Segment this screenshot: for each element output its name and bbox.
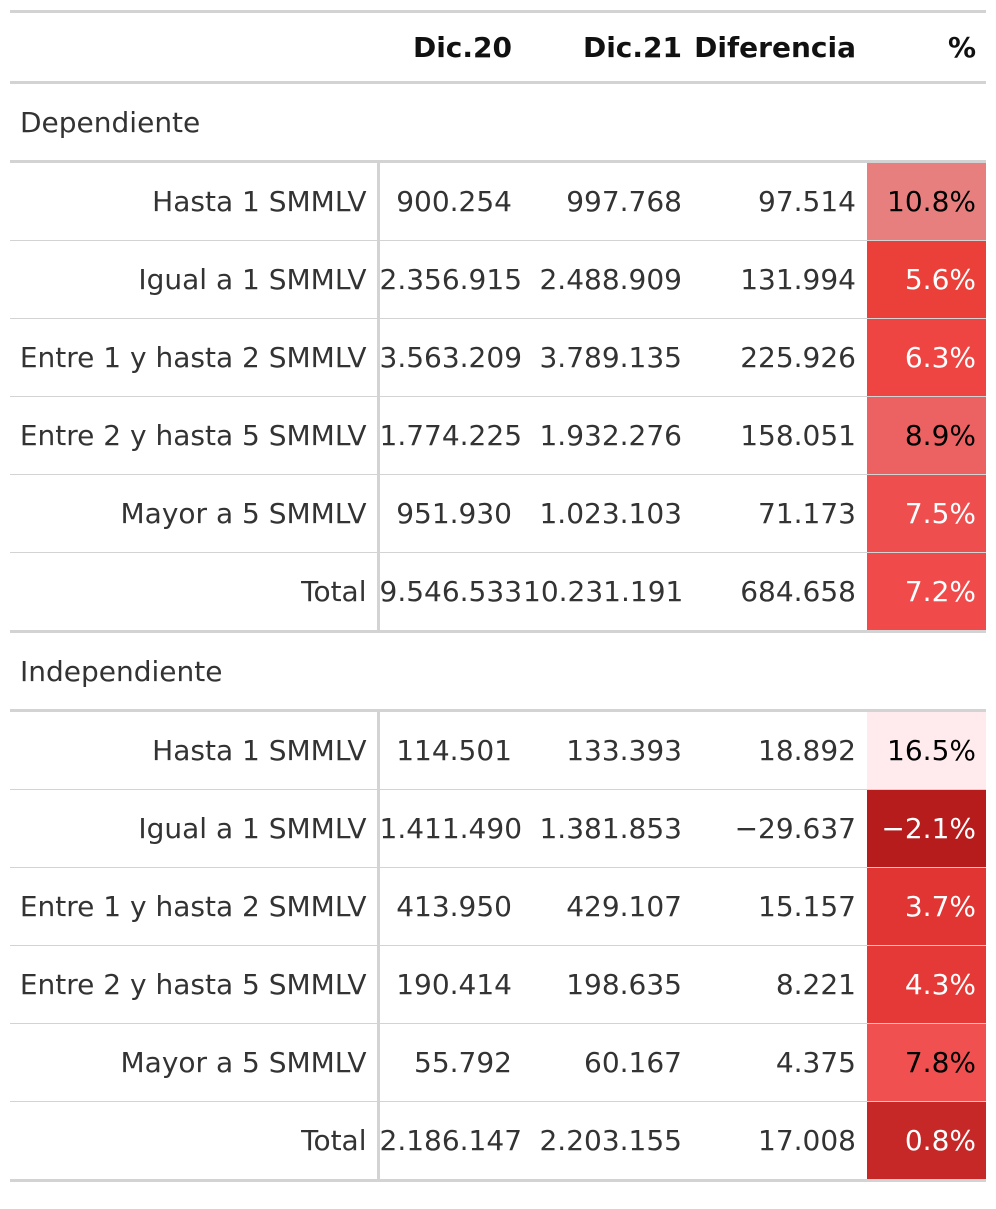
cell-dic20: 190.414 xyxy=(378,945,523,1024)
cell-pct: 7.5% xyxy=(867,474,986,553)
cell-pct: 16.5% xyxy=(867,710,986,790)
cell-dic20: 1.411.490 xyxy=(378,789,523,868)
cell-diferencia: 15.157 xyxy=(693,867,867,946)
cell-diferencia: 71.173 xyxy=(693,474,867,553)
cell-pct: 4.3% xyxy=(867,945,986,1024)
cell-dic20: 2.356.915 xyxy=(378,240,523,319)
cell-dic21: 1.023.103 xyxy=(523,474,693,553)
cell-diferencia: 131.994 xyxy=(693,240,867,319)
cell-dic21: 60.167 xyxy=(523,1023,693,1102)
cell-dic20: 9.546.533 xyxy=(379,575,523,608)
row-label: Igual a 1 SMMLV xyxy=(10,789,380,868)
cell-dic20: 900.254 xyxy=(378,161,523,241)
row-label: Mayor a 5 SMMLV xyxy=(10,1023,380,1102)
group-row-independiente: Independiente xyxy=(10,630,986,712)
cell-dic20: 413.950 xyxy=(378,867,523,946)
cell-pct: 6.3% xyxy=(867,318,986,397)
header-row: Dic.20 Dic.21 Diferencia % xyxy=(10,11,986,84)
row-label: Igual a 1 SMMLV xyxy=(10,240,380,319)
row-label: Total xyxy=(10,552,380,632)
group-label: Dependiente xyxy=(10,82,986,163)
cell-pct: 7.2% xyxy=(867,552,986,632)
table-row: Igual a 1 SMMLV 2.356.915 2.488.909 131.… xyxy=(10,240,986,319)
header-dic21: Dic.21 xyxy=(523,11,693,84)
row-label: Entre 1 y hasta 2 SMMLV xyxy=(10,318,380,397)
table-body: Dependiente Hasta 1 SMMLV 900.254 997.76… xyxy=(10,82,986,1181)
table-container: Dic.20 Dic.21 Diferencia % Dependiente H… xyxy=(10,10,986,1182)
cell-diferencia: 17.008 xyxy=(758,1124,856,1157)
cell-diferencia: 158.051 xyxy=(693,396,867,475)
row-label: Hasta 1 SMMLV xyxy=(10,161,380,241)
cell-diferencia: 4.375 xyxy=(693,1023,867,1102)
row-label: Entre 1 y hasta 2 SMMLV xyxy=(10,867,380,946)
cell-dic20: 2.186.147 xyxy=(379,1124,523,1157)
cell-pct: −2.1% xyxy=(867,789,986,868)
table-row-total: Total 2.186.147 2.203.155 17.008 0.8% xyxy=(10,1101,986,1181)
row-label: Total xyxy=(10,1101,380,1181)
header-pct: % xyxy=(867,11,986,84)
header-label xyxy=(10,11,378,84)
cell-pct: 10.8% xyxy=(867,161,986,241)
table-row: Entre 1 y hasta 2 SMMLV 3.563.209 3.789.… xyxy=(10,318,986,397)
cell-pct: 8.9% xyxy=(867,396,986,475)
table-header: Dic.20 Dic.21 Diferencia % xyxy=(10,11,986,84)
cell-diferencia: 8.221 xyxy=(693,945,867,1024)
table-row: Hasta 1 SMMLV 114.501 133.393 18.892 16.… xyxy=(10,710,986,790)
cell-dic21: 3.789.135 xyxy=(523,318,693,397)
cell-pct: 7.8% xyxy=(867,1023,986,1102)
table-row: Mayor a 5 SMMLV 55.792 60.167 4.375 7.8% xyxy=(10,1023,986,1102)
group-label: Independiente xyxy=(10,630,986,712)
cell-diferencia: 97.514 xyxy=(693,161,867,241)
cell-diferencia: 684.658 xyxy=(740,575,856,608)
row-label: Entre 2 y hasta 5 SMMLV xyxy=(10,945,380,1024)
cell-dic20: 114.501 xyxy=(378,710,523,790)
cell-dic21: 1.381.853 xyxy=(523,789,693,868)
table-row: Entre 1 y hasta 2 SMMLV 413.950 429.107 … xyxy=(10,867,986,946)
cell-pct: 3.7% xyxy=(867,867,986,946)
cell-dic21: 2.203.155 xyxy=(539,1124,682,1157)
cell-pct: 5.6% xyxy=(867,240,986,319)
header-diferencia: Diferencia xyxy=(693,11,867,84)
row-label: Entre 2 y hasta 5 SMMLV xyxy=(10,396,380,475)
header-dic20: Dic.20 xyxy=(378,11,523,84)
cell-dic21: 1.932.276 xyxy=(523,396,693,475)
cell-dic21: 198.635 xyxy=(523,945,693,1024)
row-label: Mayor a 5 SMMLV xyxy=(10,474,380,553)
row-label: Hasta 1 SMMLV xyxy=(10,710,380,790)
cell-pct: 0.8% xyxy=(867,1101,986,1181)
cell-dic20: 951.930 xyxy=(378,474,523,553)
group-row-dependiente: Dependiente xyxy=(10,82,986,163)
cell-diferencia: −29.637 xyxy=(693,789,867,868)
cell-dic21: 997.768 xyxy=(523,161,693,241)
cell-dic20: 55.792 xyxy=(378,1023,523,1102)
cell-dic21: 10.231.191 xyxy=(523,575,684,608)
cell-diferencia: 18.892 xyxy=(693,710,867,790)
table-row: Entre 2 y hasta 5 SMMLV 190.414 198.635 … xyxy=(10,945,986,1024)
data-table: Dic.20 Dic.21 Diferencia % Dependiente H… xyxy=(10,10,986,1182)
cell-dic20: 3.563.209 xyxy=(378,318,523,397)
cell-diferencia: 225.926 xyxy=(693,318,867,397)
cell-dic21: 429.107 xyxy=(523,867,693,946)
cell-dic21: 2.488.909 xyxy=(523,240,693,319)
table-row: Igual a 1 SMMLV 1.411.490 1.381.853 −29.… xyxy=(10,789,986,868)
table-row-total: Total 9.546.533 10.231.191 684.658 7.2% xyxy=(10,552,986,632)
table-row: Entre 2 y hasta 5 SMMLV 1.774.225 1.932.… xyxy=(10,396,986,475)
table-row: Mayor a 5 SMMLV 951.930 1.023.103 71.173… xyxy=(10,474,986,553)
table-row: Hasta 1 SMMLV 900.254 997.768 97.514 10.… xyxy=(10,161,986,241)
cell-dic21: 133.393 xyxy=(523,710,693,790)
cell-dic20: 1.774.225 xyxy=(378,396,523,475)
